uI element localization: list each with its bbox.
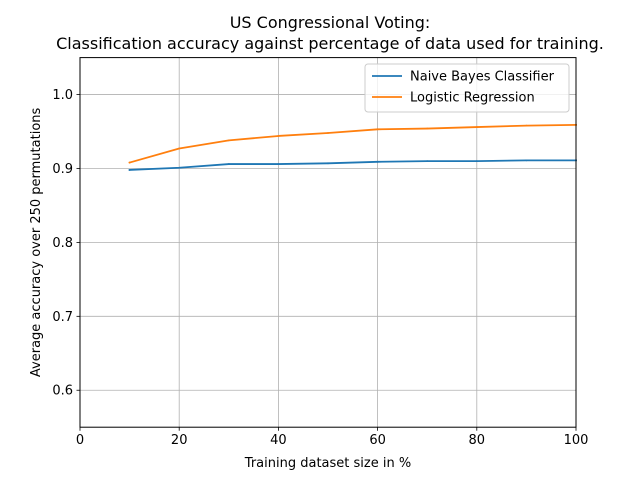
- data-point-naive-bayes: [426, 160, 429, 162]
- data-point-logistic-regression: [426, 127, 429, 130]
- data-point-logistic-regression: [475, 126, 478, 128]
- x-axis-label: Training dataset size in %: [244, 456, 411, 471]
- data-point-logistic-regression: [227, 139, 230, 142]
- data-point-logistic-regression: [178, 147, 181, 150]
- y-tick-label: 0.7: [52, 310, 73, 325]
- x-tick-label: 60: [369, 433, 386, 448]
- legend-label-naive-bayes: Naive Bayes Classifier: [410, 70, 555, 85]
- y-tick-label: 0.9: [52, 162, 73, 177]
- data-point-naive-bayes: [525, 159, 528, 162]
- y-tick-label: 0.6: [52, 384, 73, 399]
- data-point-logistic-regression: [376, 128, 379, 131]
- y-tick-label: 0.8: [52, 236, 73, 251]
- series-line-logistic-regression: [128, 123, 577, 164]
- data-point-logistic-regression: [128, 161, 131, 164]
- legend-label-logistic-regression: Logistic Regression: [410, 91, 535, 106]
- series-lines: [128, 123, 577, 171]
- axis-ticks: 0 20 40 60 80 100 0.6 0.7 0.8 0.9 1.0: [52, 88, 588, 448]
- data-point-naive-bayes: [178, 166, 181, 169]
- x-tick-label: 100: [564, 433, 589, 448]
- data-point-naive-bayes: [128, 169, 131, 171]
- legend: Naive Bayes Classifier Logistic Regressi…: [364, 63, 570, 113]
- x-tick-label: 40: [270, 433, 287, 448]
- chart-title-line-2: Classification accuracy against percenta…: [56, 34, 604, 53]
- y-tick-label: 1.0: [52, 88, 73, 103]
- data-point-naive-bayes: [327, 162, 329, 165]
- data-point-naive-bayes: [376, 160, 379, 163]
- x-tick-label: 0: [76, 433, 84, 448]
- chart-title-line-1: US Congressional Voting:: [230, 13, 431, 32]
- data-point-naive-bayes: [227, 163, 230, 165]
- data-point-naive-bayes: [277, 163, 280, 165]
- series-line-naive-bayes: [128, 159, 577, 171]
- legend-box: [364, 63, 570, 113]
- x-tick-label: 20: [171, 433, 188, 448]
- y-axis-label: Average accuracy over 250 permutations: [29, 107, 44, 377]
- data-point-logistic-regression: [277, 135, 280, 137]
- x-tick-label: 80: [469, 433, 486, 448]
- data-point-logistic-regression: [327, 132, 329, 134]
- data-point-logistic-regression: [525, 124, 528, 127]
- data-point-naive-bayes: [475, 160, 478, 162]
